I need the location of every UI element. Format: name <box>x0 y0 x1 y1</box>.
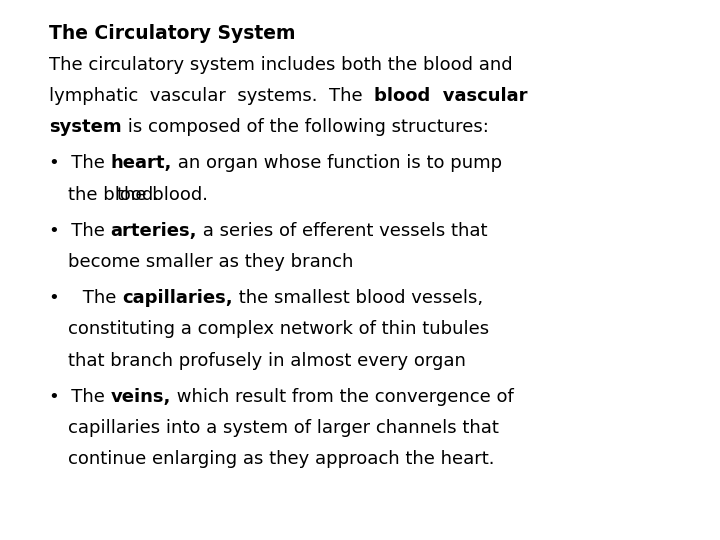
Text: blood  vascular: blood vascular <box>374 87 528 105</box>
Text: that branch profusely in almost every organ: that branch profusely in almost every or… <box>68 352 467 369</box>
Text: veins,: veins, <box>111 388 171 406</box>
Text: the smallest blood vessels,: the smallest blood vessels, <box>233 289 483 307</box>
Text: •    The: • The <box>49 289 122 307</box>
Text: constituting a complex network of thin tubules: constituting a complex network of thin t… <box>68 320 490 338</box>
Text: •  The: • The <box>49 154 111 172</box>
Text: the blood.: the blood. <box>68 186 159 204</box>
Text: is composed of the following structures:: is composed of the following structures: <box>122 118 488 136</box>
Text: The Circulatory System: The Circulatory System <box>49 24 295 43</box>
Text: lymphatic  vascular  systems.  The: lymphatic vascular systems. The <box>49 87 374 105</box>
Text: which result from the convergence of: which result from the convergence of <box>171 388 513 406</box>
Text: capillaries into a system of larger channels that: capillaries into a system of larger chan… <box>68 419 499 437</box>
Text: a series of efferent vessels that: a series of efferent vessels that <box>197 221 487 240</box>
Text: become smaller as they branch: become smaller as they branch <box>68 253 354 271</box>
Text: •  The: • The <box>49 221 111 240</box>
Text: •  The: • The <box>49 388 111 406</box>
Text: continue enlarging as they approach the heart.: continue enlarging as they approach the … <box>68 450 495 468</box>
Text: capillaries,: capillaries, <box>122 289 233 307</box>
Text: arteries,: arteries, <box>111 221 197 240</box>
Text: The circulatory system includes both the blood and: The circulatory system includes both the… <box>49 56 513 73</box>
Text: system: system <box>49 118 122 136</box>
Text: an organ whose function is to pump: an organ whose function is to pump <box>172 154 502 172</box>
Text: the blood.: the blood. <box>117 186 208 204</box>
Text: heart,: heart, <box>111 154 172 172</box>
